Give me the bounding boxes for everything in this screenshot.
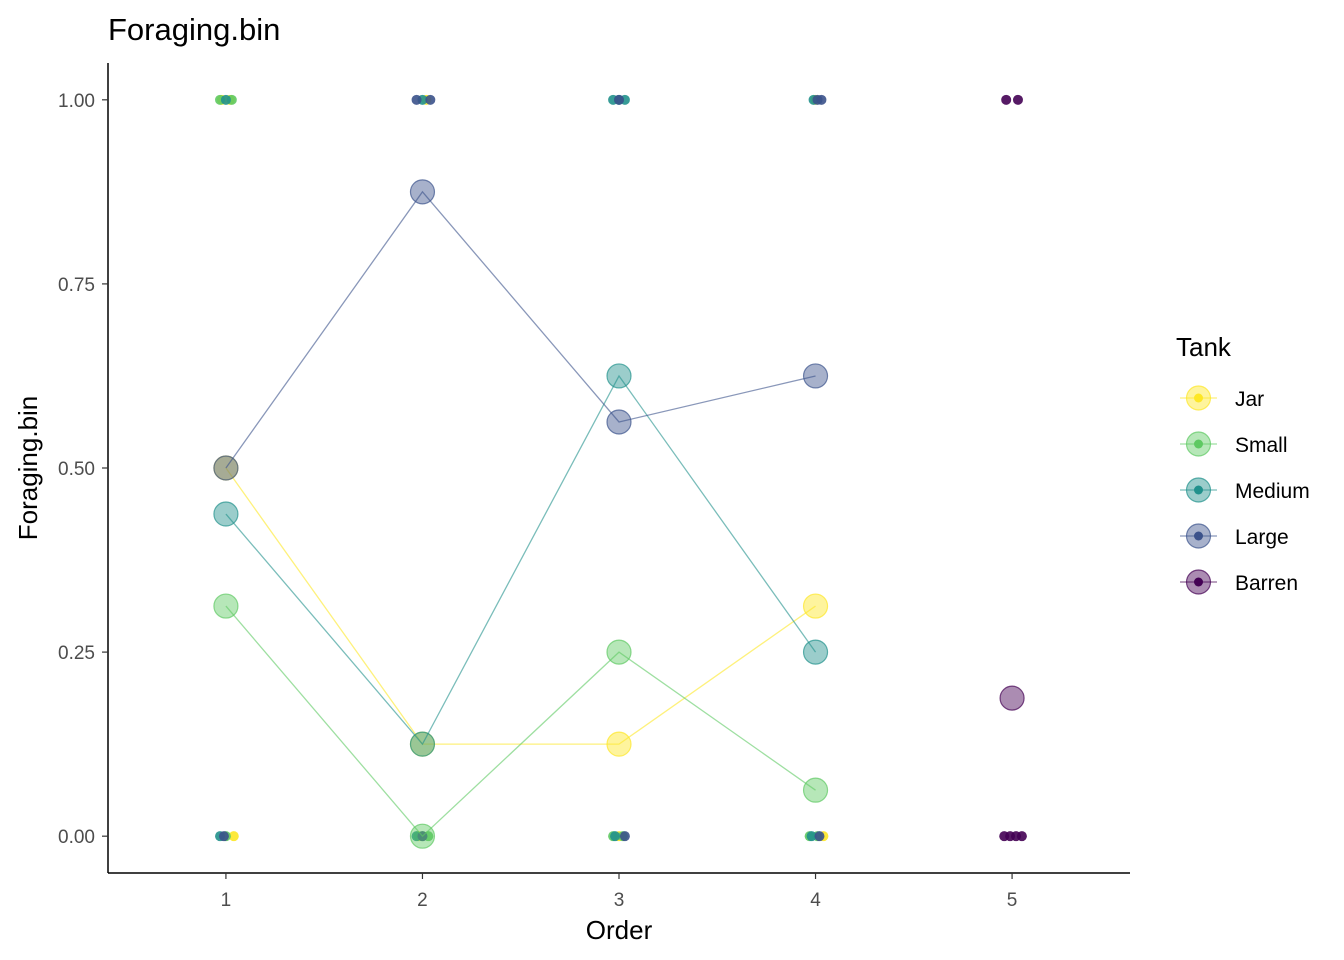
- x-tick-label: 4: [810, 890, 821, 911]
- raw-point-large: [218, 831, 229, 842]
- raw-point-large: [411, 94, 422, 105]
- mean-point-small: [802, 777, 829, 803]
- legend-title: Tank: [1176, 332, 1232, 362]
- mean-point-large: [802, 363, 829, 389]
- legend-label-barren: Barren: [1235, 572, 1298, 595]
- raw-point-medium: [806, 831, 817, 842]
- y-tick-label: 0.25: [58, 643, 95, 664]
- raw-point-large: [425, 94, 436, 105]
- mean-point-small: [213, 593, 239, 619]
- mean-point-large: [409, 179, 436, 205]
- legend-label-medium: Medium: [1235, 480, 1310, 503]
- raw-point-barren: [1016, 831, 1027, 842]
- mean-point-medium: [606, 363, 632, 389]
- raw-point-barren: [1012, 94, 1023, 105]
- series-line-medium: [225, 374, 817, 746]
- raw-point-large: [814, 831, 825, 842]
- mean-point-small: [606, 639, 632, 665]
- x-tick-label: 2: [417, 890, 428, 911]
- x-tick-label: 5: [1007, 890, 1018, 911]
- legend-label-jar: Jar: [1235, 388, 1264, 411]
- x-tick-label: 3: [614, 890, 625, 911]
- mean-point-small: [409, 823, 436, 849]
- y-tick-label: 0.75: [58, 275, 95, 296]
- mean-point-barren: [999, 685, 1025, 711]
- raw-point-barren: [1001, 94, 1012, 105]
- legend-label-large: Large: [1235, 526, 1289, 549]
- x-axis-title: Order: [586, 915, 653, 945]
- y-tick-label: 0.00: [58, 827, 95, 848]
- legend-label-small: Small: [1235, 434, 1288, 457]
- legend-dot-jar: [1194, 393, 1203, 403]
- raw-point-large: [816, 94, 827, 105]
- y-tick-label: 1.00: [58, 91, 95, 112]
- mean-point-jar: [802, 593, 829, 619]
- mean-point-medium: [409, 731, 436, 757]
- raw-point-large: [619, 831, 630, 842]
- mean-point-medium: [213, 501, 239, 527]
- chart-title: Foraging.bin: [108, 12, 280, 47]
- mean-point-large: [606, 409, 632, 435]
- x-axis-ticks: 1 2 3 4 5: [221, 873, 1018, 911]
- legend-dot-barren: [1194, 577, 1203, 587]
- legend-dot-medium: [1194, 485, 1203, 495]
- raw-point-medium: [610, 831, 621, 842]
- y-axis-title: Foraging.bin: [13, 396, 43, 541]
- mean-point-jar: [606, 731, 632, 757]
- series-line-jar: [225, 467, 816, 745]
- series-line-large: [225, 190, 816, 469]
- legend-dot-large: [1194, 531, 1203, 541]
- plot-area: [213, 94, 1027, 849]
- legend: Tank Jar Small Medium Large Barren: [1176, 332, 1310, 595]
- legend-dot-small: [1194, 439, 1203, 449]
- raw-point-large: [614, 94, 624, 105]
- y-tick-label: 0.50: [58, 459, 95, 480]
- x-tick-label: 1: [221, 890, 232, 911]
- y-axis-ticks: 0.00 0.25 0.50 0.75 1.00: [58, 91, 108, 848]
- raw-point-jar: [228, 831, 239, 842]
- mean-point-medium: [802, 639, 829, 665]
- raw-point-medium: [220, 94, 231, 105]
- series-line-small: [225, 605, 816, 838]
- mean-point-large: [213, 455, 239, 481]
